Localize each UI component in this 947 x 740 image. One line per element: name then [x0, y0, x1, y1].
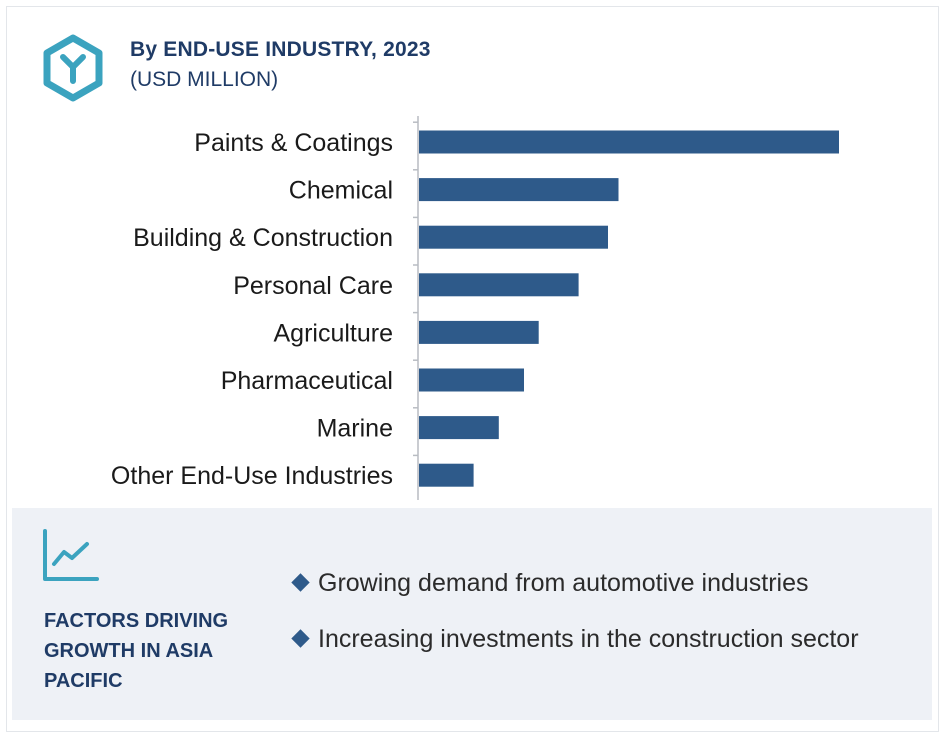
bar — [419, 130, 839, 154]
bar-chart: Paints & Coatings Chemical Building & Cons… — [111, 116, 839, 500]
chart-title: By END-USE INDUSTRY, 2023 — [130, 38, 431, 61]
category-label: Personal Care — [233, 272, 393, 300]
factors-list: Growing demand from automotive industrie… — [291, 563, 912, 659]
bar — [419, 178, 619, 202]
factors-title: FACTORS DRIVING GROWTH IN ASIA PACIFIC — [44, 610, 229, 692]
bar — [419, 463, 474, 487]
bar — [419, 273, 579, 297]
bar — [419, 320, 539, 344]
category-label: Agriculture — [274, 319, 394, 347]
category-label: Building & Construction — [133, 224, 393, 252]
category-label: Other End-Use Industries — [111, 462, 393, 490]
bar — [419, 368, 524, 392]
category-label: Pharmaceutical — [221, 367, 393, 395]
bar — [419, 416, 499, 440]
category-label: Marine — [317, 415, 393, 443]
line-chart-trend-icon — [43, 529, 99, 581]
factor-item: Growing demand from automotive industrie… — [291, 563, 912, 603]
diamond-bullet-icon — [291, 629, 310, 648]
factor-text: Increasing investments in the constructi… — [318, 625, 859, 653]
hexagon-y-logo-icon — [43, 34, 103, 102]
category-label: Chemical — [289, 177, 393, 205]
chart-subtitle: (USD MILLION) — [130, 68, 279, 91]
factor-text: Growing demand from automotive industrie… — [318, 569, 809, 597]
category-label: Paints & Coatings — [194, 129, 393, 157]
bar — [419, 225, 608, 249]
diamond-bullet-icon — [291, 573, 310, 592]
factors-panel — [12, 508, 932, 720]
factor-item: Increasing investments in the constructi… — [291, 619, 912, 659]
